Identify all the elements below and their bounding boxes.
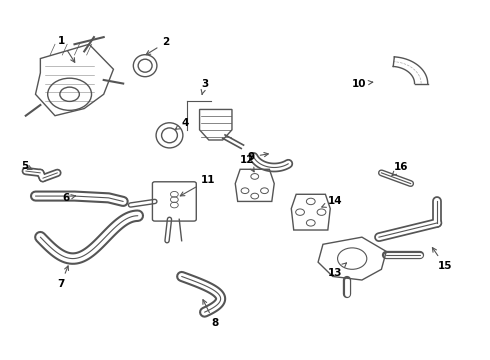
- Text: 8: 8: [203, 300, 218, 328]
- Text: 4: 4: [175, 118, 189, 129]
- Text: 5: 5: [21, 161, 32, 171]
- Text: 9: 9: [247, 152, 269, 162]
- Text: 2: 2: [146, 37, 170, 55]
- Text: 3: 3: [201, 78, 208, 94]
- Text: 7: 7: [57, 266, 69, 289]
- Text: 1: 1: [57, 36, 75, 62]
- Text: 6: 6: [62, 193, 75, 203]
- Polygon shape: [393, 57, 428, 84]
- Text: 16: 16: [392, 162, 408, 176]
- Text: 13: 13: [328, 263, 346, 278]
- Text: 14: 14: [322, 197, 343, 207]
- Text: 12: 12: [240, 156, 255, 172]
- Text: 11: 11: [180, 175, 216, 196]
- Text: 15: 15: [432, 248, 452, 271]
- Text: 10: 10: [352, 78, 373, 89]
